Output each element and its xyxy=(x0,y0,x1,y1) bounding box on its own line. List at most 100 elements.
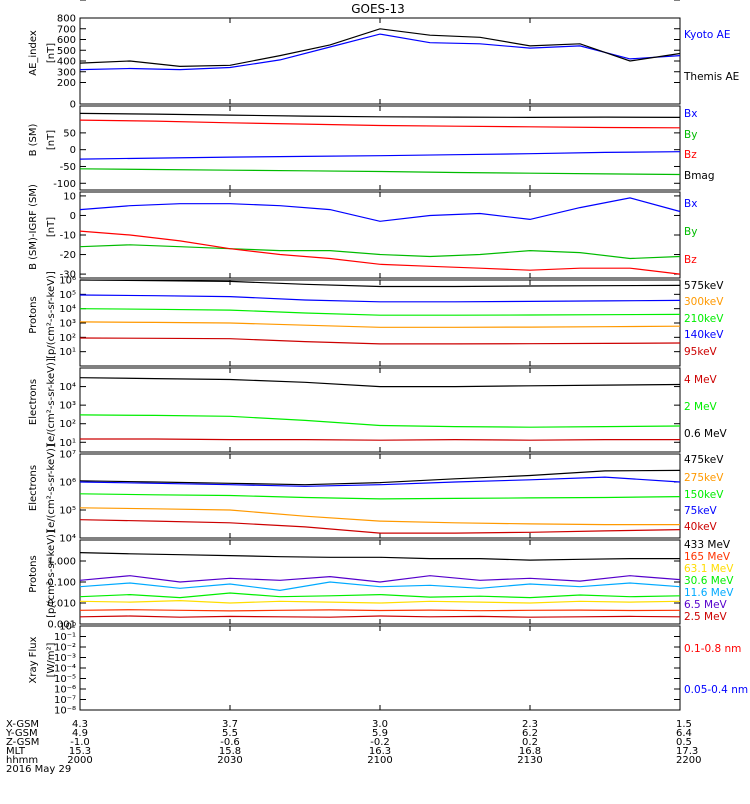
series-line-165-MeV xyxy=(79,609,681,612)
legend-label: By xyxy=(684,129,697,141)
legend-label: 300keV xyxy=(684,296,724,308)
y-tick-label: 10² xyxy=(59,333,76,344)
y-axis-label: [nT] xyxy=(46,217,57,237)
legend-label: 2.5 MeV xyxy=(684,611,728,623)
legend-label: 275keV xyxy=(684,472,724,484)
series-line-11.6-MeV xyxy=(79,581,681,592)
y-tick-label: 10³ xyxy=(59,401,76,412)
y-tick-label: 100 xyxy=(57,0,76,3)
y-tick-label: 10⁵ xyxy=(59,290,76,301)
panel-6: 10⁴ 10⁵ 10⁶ 10⁷ Electrons [e/(cm²-s-sr-keV)] 4… xyxy=(28,444,724,544)
legend-label: Themis AE xyxy=(683,71,739,83)
y-tick-label: 0 xyxy=(70,100,76,111)
series-line-95keV xyxy=(79,337,681,345)
y-tick-label: 500 xyxy=(57,46,76,57)
series-line-6.5-MeV xyxy=(79,575,681,583)
series-line-0.6-MeV xyxy=(79,377,681,388)
y-tick-label: 10⁻⁷ xyxy=(54,695,76,706)
y-tick-label: -20 xyxy=(60,250,76,261)
y-tick-label: 0.100 xyxy=(47,578,76,589)
series-line-By xyxy=(79,244,681,260)
panel-5: 10¹ 10² 10³ 10⁴ Electrons [e/(cm²-s-sr-keV)] 4… xyxy=(28,358,728,453)
y-tick-label: 10⁻⁴ xyxy=(54,664,76,675)
y-tick-label: 50 xyxy=(63,128,76,139)
legend-label: 2 MeV xyxy=(684,401,718,413)
y-tick-label: 800 xyxy=(57,14,76,25)
series-line-4-MeV xyxy=(80,438,680,441)
panel-3: -30 -20 -10 0 10 B (SM)-IGRF (SM) [nT] Bx By Bz xyxy=(28,184,697,281)
series-line-2.5-MeV xyxy=(79,615,681,618)
orbit-row-value: 3.7 xyxy=(222,719,238,730)
legend-label: 433 MeV xyxy=(684,539,731,551)
panel-7: 0.001 0.010 0.100 1.000 10.000 Protons [p/(cm²… xyxy=(28,0,734,631)
legend-label: 475keV xyxy=(684,454,724,466)
legend-label: 0.05-0.4 nm xyxy=(684,684,748,696)
legend-label: By xyxy=(684,226,697,238)
legend-label: 150keV xyxy=(684,489,724,501)
series-line-By xyxy=(79,168,681,176)
series-line-575keV xyxy=(79,279,681,288)
y-tick-label: 300 xyxy=(57,67,76,78)
y-tick-label: 0.010 xyxy=(47,599,76,610)
panel-frame xyxy=(79,625,681,711)
orbit-row-value: 15.3 xyxy=(69,746,91,757)
orbit-row-value: 6.4 xyxy=(676,728,692,739)
orbit-row-label: MLT xyxy=(6,746,26,757)
orbit-row-value: 5.9 xyxy=(372,728,388,739)
y-tick-label: 10⁶ xyxy=(59,478,76,489)
panel-2: -100 -50 0 50 100 B (SM) [nT] Bx By Bz Bmag xyxy=(28,0,715,191)
orbit-row-value: 16.3 xyxy=(369,746,391,757)
series-line-63.1-MeV xyxy=(79,599,681,604)
y-axis-label: [p/(cm²-s-sr-keV)] xyxy=(46,530,57,618)
orbit-row-value: 2.3 xyxy=(522,719,538,730)
series-line-275keV xyxy=(79,507,680,526)
legend-label: 75keV xyxy=(684,505,718,517)
y-tick-label: 10 xyxy=(63,191,76,202)
y-tick-label: 200 xyxy=(57,78,76,89)
legend-label: 95keV xyxy=(684,346,718,358)
orbit-row-value: 2000 xyxy=(67,755,92,766)
y-tick-label: 10.000 xyxy=(41,0,76,3)
y-tick-label: 10⁴ xyxy=(59,382,76,393)
series-line-140keV xyxy=(79,294,681,303)
y-tick-label: 10⁶ xyxy=(59,276,76,287)
panel-frame xyxy=(79,17,681,105)
series-line-150keV xyxy=(79,493,681,500)
y-tick-label: -50 xyxy=(60,162,76,173)
date-label: 2016 May 29 xyxy=(6,764,71,775)
legend-label: Bmag xyxy=(684,170,715,182)
y-tick-label: -100 xyxy=(53,179,76,190)
y-tick-label: 10⁻¹ xyxy=(54,632,76,643)
y-axis-label: [e/(cm²-s-sr-keV)] xyxy=(46,444,57,532)
y-tick-label: 10⁻³ xyxy=(54,653,76,664)
y-axis-label: [e/(cm²-s-sr-keV)] xyxy=(46,358,57,446)
orbit-row-label: hhmm xyxy=(6,755,38,766)
orbit-row-value: 0.2 xyxy=(522,737,538,748)
y-tick-label: 10¹ xyxy=(59,438,76,449)
y-tick-label: 100 xyxy=(57,0,76,3)
y-axis-label: [nT] xyxy=(46,130,57,150)
y-tick-label: 400 xyxy=(57,57,76,68)
y-tick-label: 0 xyxy=(70,145,76,156)
orbit-row-value: 1.5 xyxy=(676,719,692,730)
legend-label: 30.6 MeV xyxy=(684,575,734,587)
y-axis-label: [W/m²] xyxy=(46,642,57,677)
legend-label: Bx xyxy=(684,198,697,210)
y-tick-label: 10³ xyxy=(59,319,76,330)
orbit-row-value: 4.9 xyxy=(72,728,88,739)
y-tick-label: 0 xyxy=(70,211,76,222)
legend-label: 11.6 MeV xyxy=(684,587,734,599)
y-tick-label: 600 xyxy=(57,35,76,46)
legend-label: Bz xyxy=(684,149,697,161)
legend-label: 140keV xyxy=(684,329,724,341)
y-axis-label: Protons xyxy=(28,296,39,333)
series-line-30.6-MeV xyxy=(79,592,681,599)
orbit-row-value: 15.8 xyxy=(219,746,241,757)
y-axis-label: [nT] xyxy=(46,43,57,63)
y-tick-label: 10⁻⁵ xyxy=(54,674,76,685)
orbit-row-label: X-GSM xyxy=(6,719,39,730)
chart-title: GOES-13 xyxy=(351,2,405,16)
